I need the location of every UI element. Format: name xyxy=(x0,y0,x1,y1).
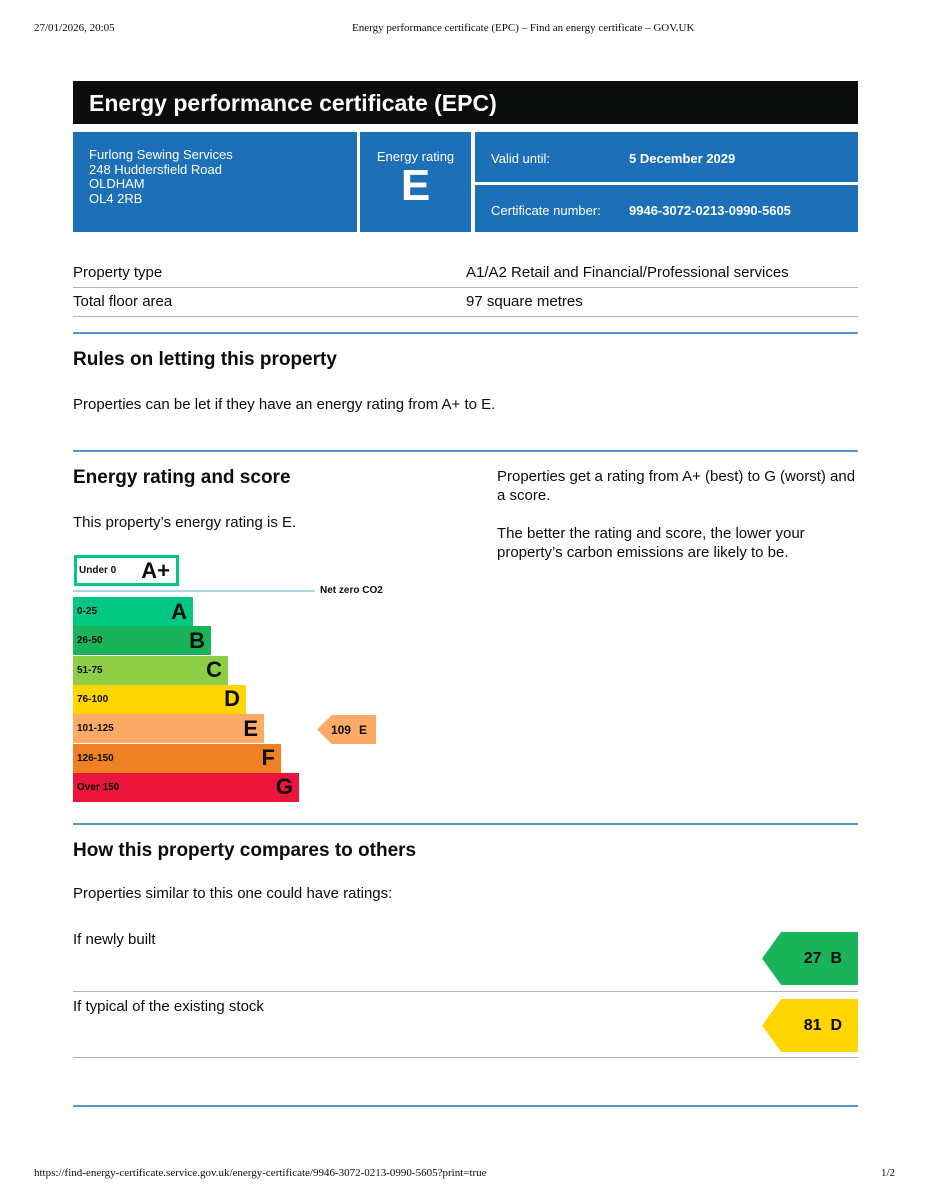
band-range: 126-150 xyxy=(77,752,114,764)
score-heading: Energy rating and score xyxy=(73,467,291,488)
divider xyxy=(73,287,858,288)
page-number: 1/2 xyxy=(881,1167,896,1179)
address-panel: Furlong Sewing Services 248 Huddersfield… xyxy=(73,132,357,232)
badge-letter: D xyxy=(830,1016,842,1034)
score-text: This property’s energy rating is E. xyxy=(73,514,297,531)
band-a-plus: Under 0 A+ xyxy=(74,555,179,586)
rules-text: Properties can be let if they have an en… xyxy=(73,396,496,413)
certificate-number: 9946-3072-0213-0990-5605 xyxy=(629,203,791,218)
print-url: https://find-energy-certificate.service.… xyxy=(34,1167,487,1179)
compare-heading: How this property compares to others xyxy=(73,840,417,861)
summary-label: Property type xyxy=(73,264,163,281)
address-line: Furlong Sewing Services xyxy=(89,147,233,162)
summary-label: Total floor area xyxy=(73,293,173,310)
newly-built-badge: 27 B xyxy=(762,932,858,985)
summary-value: 97 square metres xyxy=(466,293,583,310)
score-explainer-2: The better the rating and score, the low… xyxy=(497,525,805,561)
rules-heading: Rules on letting this property xyxy=(73,349,337,370)
band-letter: A+ xyxy=(141,557,170,583)
section-divider xyxy=(73,332,858,334)
certificate-label: Certificate number: xyxy=(491,203,601,218)
band-range: 0-25 xyxy=(77,606,98,617)
compare-label: If typical of the existing stock xyxy=(73,998,264,1015)
band-range: 101-125 xyxy=(77,723,114,735)
score-explainer-1: Properties get a rating from A+ (best) t… xyxy=(497,468,856,504)
divider xyxy=(73,316,858,317)
page-title: Energy performance certificate (EPC) xyxy=(73,81,858,124)
current-score: 109 xyxy=(330,722,351,737)
address-line: OLDHAM xyxy=(89,176,145,191)
band-d: 76-100 D xyxy=(73,684,246,714)
net-zero-label: Net zero CO2 xyxy=(320,585,383,596)
compare-text: Properties similar to this one could hav… xyxy=(73,885,393,902)
band-range: 26-50 xyxy=(77,635,103,647)
current-letter: E xyxy=(358,722,367,737)
section-divider xyxy=(73,450,858,452)
band-range: Over 150 xyxy=(77,781,120,793)
band-range: Under 0 xyxy=(79,565,117,576)
band-e: 101-125 E xyxy=(73,714,264,744)
band-range: 51-75 xyxy=(77,664,103,676)
section-divider xyxy=(73,1105,858,1107)
divider xyxy=(73,1057,858,1058)
band-letter: B xyxy=(189,627,205,653)
band-g: Over 150 G xyxy=(73,772,299,802)
valid-until-value: 5 December 2029 xyxy=(629,151,736,166)
band-letter: C xyxy=(206,657,222,683)
band-letter: D xyxy=(224,686,240,712)
band-range: 76-100 xyxy=(77,693,109,705)
address-line: OL4 2RB xyxy=(89,190,143,206)
band-letter: A xyxy=(171,598,187,624)
band-b: 26-50 B xyxy=(73,626,211,656)
rating-letter: E xyxy=(400,161,431,210)
compare-label: If newly built xyxy=(73,931,156,948)
badge-letter: B xyxy=(830,949,842,967)
rating-panel: Energy rating E xyxy=(360,132,471,232)
rating-label: Energy rating xyxy=(376,149,455,164)
divider xyxy=(73,991,858,992)
band-a: 0-25 A xyxy=(73,597,193,626)
section-divider xyxy=(73,823,858,825)
band-letter: F xyxy=(261,745,275,770)
band-letter: E xyxy=(243,715,258,741)
valid-until-row: Valid until: 5 December 2029 xyxy=(475,132,858,182)
valid-until-label: Valid until: xyxy=(491,151,551,166)
current-rating-marker: 109 E xyxy=(317,715,376,744)
summary-value: A1/A2 Retail and Financial/Professional … xyxy=(466,264,789,281)
typical-stock-badge: 81 D xyxy=(762,999,858,1052)
net-zero-line xyxy=(73,590,315,592)
print-datetime: 27/01/2026, 20:05 xyxy=(34,22,115,34)
badge-score: 27 xyxy=(803,949,822,967)
band-c: 51-75 C xyxy=(73,655,228,685)
band-letter: G xyxy=(275,774,293,800)
badge-score: 81 xyxy=(803,1016,822,1034)
print-title: Energy performance certificate (EPC) – F… xyxy=(352,22,695,34)
band-f: 126-150 F xyxy=(73,743,281,773)
address-line: 248 Huddersfield Road xyxy=(89,161,222,177)
certificate-row: Certificate number: 9946-3072-0213-0990-… xyxy=(475,185,858,232)
